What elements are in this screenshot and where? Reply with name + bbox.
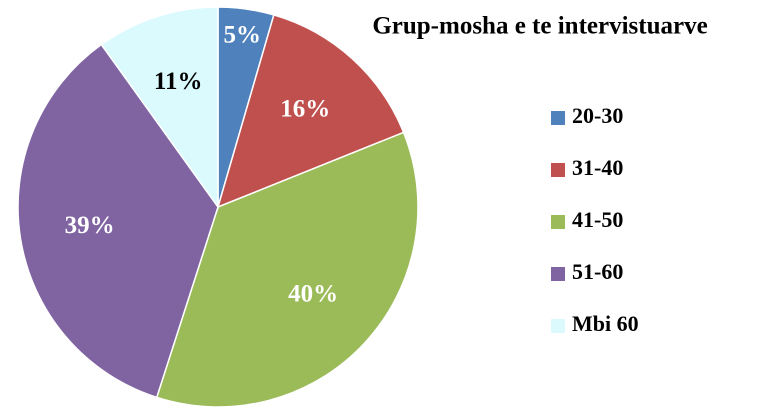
pie-slice <box>17 43 219 399</box>
legend-label: 41-50 <box>572 207 623 232</box>
data-label: 40% <box>288 280 338 307</box>
data-label: 39% <box>65 212 115 239</box>
legend-swatch <box>551 319 565 333</box>
legend-swatch <box>551 163 565 177</box>
data-label: 5% <box>224 21 262 48</box>
pie-slice <box>216 14 405 209</box>
legend-label: 31-40 <box>572 155 623 180</box>
legend-label: 51-60 <box>572 259 623 284</box>
pie-slice <box>100 6 219 210</box>
chart-title: Grup-mosha e te intervistuarve <box>372 13 707 40</box>
legend-swatch <box>551 267 565 281</box>
legend-label: 20-30 <box>572 103 623 128</box>
legend-label: Mbi 60 <box>572 311 639 336</box>
data-label: 11% <box>154 68 203 95</box>
data-label: 16% <box>280 95 330 122</box>
legend-swatch <box>551 215 565 229</box>
legend-swatch <box>551 111 565 125</box>
